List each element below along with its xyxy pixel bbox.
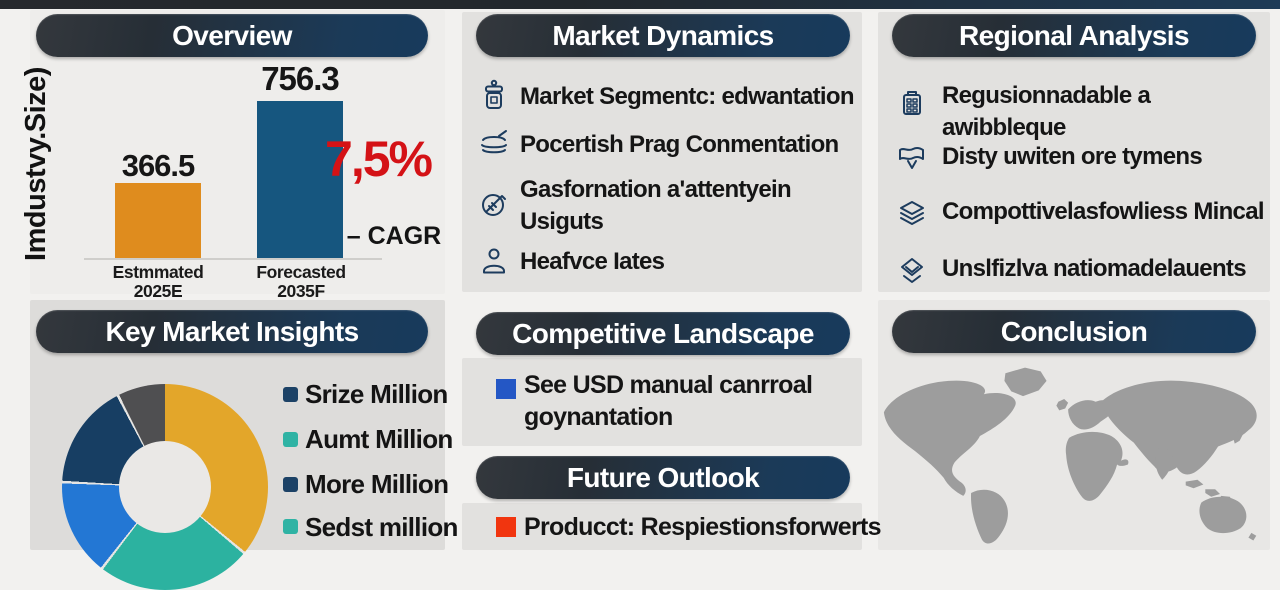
competitive-landscape-text-line1: See USD manual canrroal bbox=[524, 371, 813, 399]
market-dynamics-item-2: Pocertish Prag Conmentation bbox=[520, 131, 839, 158]
market-dynamics-item-1: Market Segmentc: edwantation bbox=[520, 83, 855, 110]
conclusion-header: Conclusion bbox=[892, 310, 1256, 353]
cagr-label: – CAGR bbox=[346, 222, 442, 250]
competitive-landscape-bullet bbox=[496, 379, 516, 399]
key-market-insights-header: Key Market Insights bbox=[36, 310, 428, 353]
bar-chart-y-axis-label: Imdustvy.Size) bbox=[20, 67, 52, 261]
market-dynamics-item-4: Heafvce Iates bbox=[520, 248, 665, 275]
market-dynamics-header: Market Dynamics bbox=[476, 14, 850, 57]
overview-panel-bg bbox=[30, 10, 445, 294]
jar-icon bbox=[476, 78, 512, 114]
bar-value-2025: 366.5 bbox=[121, 148, 196, 183]
competitive-landscape-header: Competitive Landscape bbox=[476, 312, 850, 355]
donut-hole bbox=[119, 441, 211, 533]
bar-category-2035: Forecasted 2035F bbox=[228, 263, 374, 301]
future-outlook-text: Producct: Respiestionsforwerts bbox=[524, 513, 882, 541]
competitive-landscape-panel-bg bbox=[462, 358, 862, 446]
person-icon bbox=[476, 243, 512, 279]
market-dynamics-item-3-line1: Gasfornation a'attentyein bbox=[520, 176, 792, 203]
bar-category-2035-line2: 2035F bbox=[277, 281, 325, 301]
bar-forecasted-2035 bbox=[257, 101, 343, 260]
stack-icon bbox=[476, 126, 512, 162]
legend-swatch-2 bbox=[283, 432, 298, 447]
map-flag-icon bbox=[894, 140, 930, 176]
donut-chart bbox=[62, 384, 268, 590]
overview-header: Overview bbox=[36, 14, 428, 57]
future-outlook-bullet bbox=[496, 517, 516, 537]
bar-category-2025-line2: 2025E bbox=[133, 281, 183, 301]
bar-category-2035-line1: Forecasted bbox=[256, 262, 346, 282]
future-outlook-header: Future Outlook bbox=[476, 456, 850, 499]
bar-estimated-2025 bbox=[115, 183, 201, 260]
legend-swatch-4 bbox=[283, 519, 298, 534]
building-icon bbox=[894, 86, 930, 122]
regional-analysis-item-1-line2: awibbleque bbox=[942, 114, 1066, 141]
legend-label-2: Aumt Million bbox=[305, 424, 453, 454]
bar-category-2025-line1: Estmmated bbox=[112, 262, 204, 282]
legend-label-4: Sedst million bbox=[305, 512, 458, 542]
bar-value-2035: 756.3 bbox=[261, 60, 340, 97]
bar-category-2025: Estmmated 2025E bbox=[85, 263, 231, 301]
market-dynamics-panel-bg bbox=[462, 12, 862, 292]
cagr-value: 7,5% bbox=[325, 131, 433, 187]
layers-icon bbox=[894, 196, 930, 232]
legend-label-3: More Million bbox=[305, 469, 449, 499]
legend-swatch-3 bbox=[283, 477, 298, 492]
badge-icon bbox=[476, 186, 512, 222]
top-border-strip bbox=[0, 0, 1280, 9]
world-map bbox=[878, 360, 1270, 550]
market-dynamics-item-3-line2: Usiguts bbox=[520, 208, 604, 235]
future-outlook-panel-bg bbox=[462, 503, 862, 550]
bar-chart-baseline bbox=[84, 258, 382, 260]
regional-analysis-item-2: Disty uwiten ore tymens bbox=[942, 143, 1203, 170]
regional-analysis-item-3: Compottivelasfowliess Mincal bbox=[942, 198, 1265, 225]
regional-analysis-panel-bg bbox=[878, 12, 1270, 292]
diamond-layers-icon bbox=[894, 252, 930, 288]
regional-analysis-item-1-line1: Regusionnadable a bbox=[942, 82, 1151, 109]
regional-analysis-header: Regional Analysis bbox=[892, 14, 1256, 57]
legend-swatch-1 bbox=[283, 387, 298, 402]
regional-analysis-item-4: Unslfizlva natiomadelauents bbox=[942, 255, 1247, 282]
competitive-landscape-text-line2: goynantation bbox=[524, 403, 673, 431]
legend-label-1: Srize Million bbox=[305, 379, 448, 409]
